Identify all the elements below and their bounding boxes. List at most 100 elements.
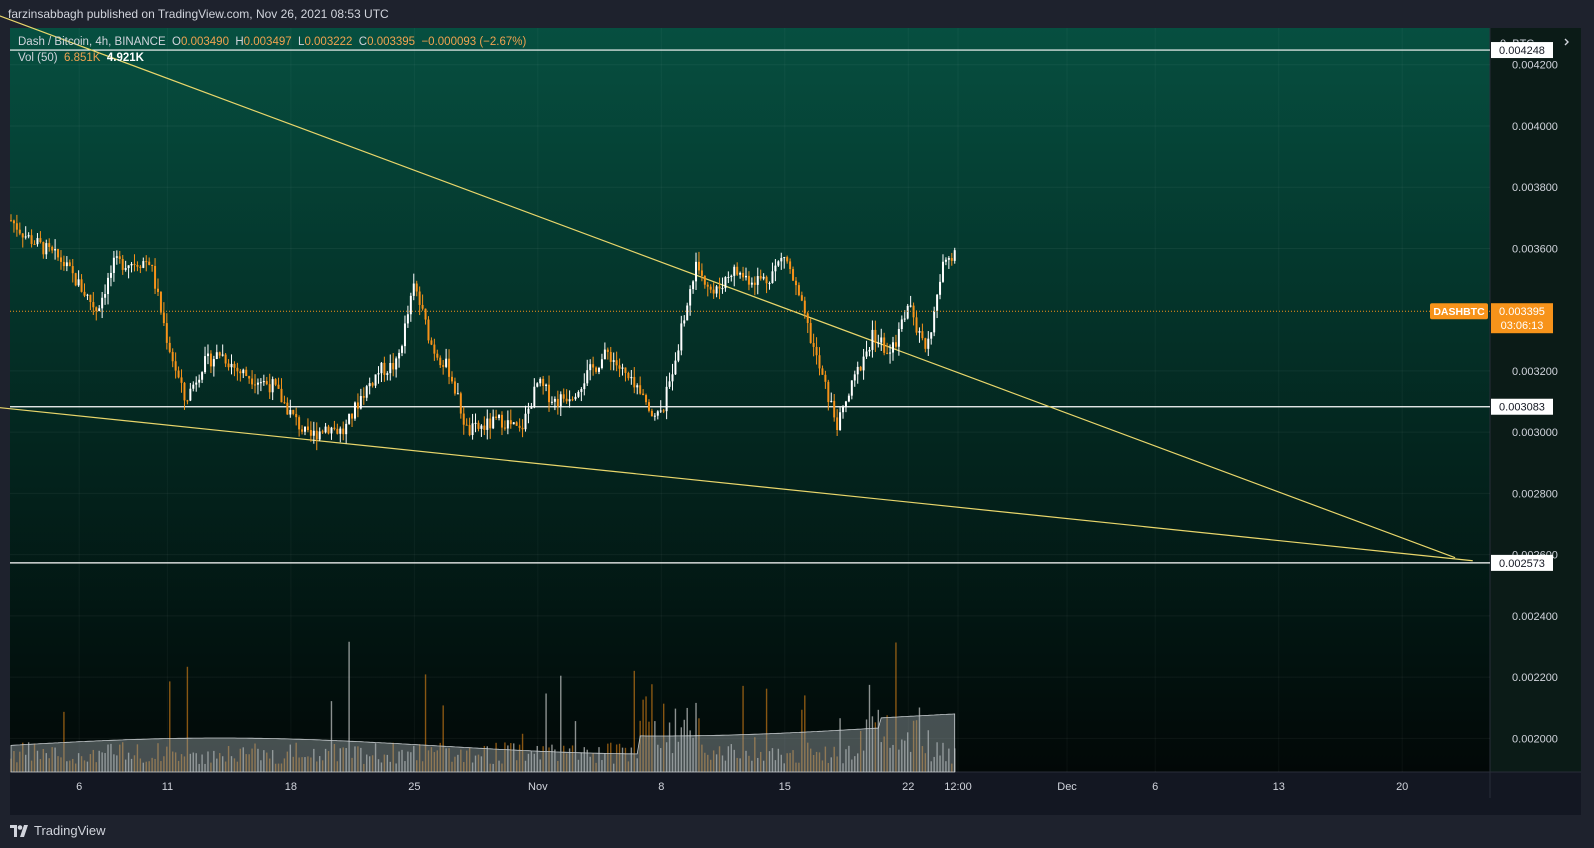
legend-vol-label: Vol (50)	[18, 52, 58, 64]
time-tick-label: 6	[1152, 781, 1158, 793]
candle-body	[212, 359, 215, 367]
candle-body	[74, 273, 77, 286]
candle-body	[489, 418, 492, 429]
candle-body	[536, 383, 539, 387]
chart-legend: Dash / Bitcoin, 4h, BINANCE O0.003490 H0…	[18, 34, 526, 66]
axis-settings-icon[interactable]	[1562, 37, 1572, 50]
candle-body	[365, 386, 368, 398]
symbol-tag: DASHBTC	[1433, 306, 1485, 318]
candle-body	[803, 300, 806, 314]
candle-body	[18, 229, 21, 234]
candle-body	[545, 384, 548, 386]
candle-body	[306, 426, 309, 431]
candle-body	[409, 295, 412, 315]
level-label-box	[1491, 42, 1553, 59]
candle-body	[689, 289, 692, 306]
candle-body	[112, 257, 115, 273]
publisher-bar: farzinsabbagh published on TradingView.c…	[0, 0, 1594, 28]
candle-body	[54, 249, 57, 251]
candle-body	[762, 276, 765, 279]
candle-body	[886, 352, 889, 354]
candle-body	[98, 308, 101, 312]
candle-body	[374, 374, 377, 386]
candle-body	[877, 342, 880, 344]
candle-body	[556, 398, 559, 407]
candle-body	[371, 383, 374, 386]
candle-body	[768, 283, 771, 285]
candle-body	[709, 286, 712, 290]
candle-body	[562, 394, 565, 399]
candle-body	[230, 363, 233, 368]
candle-body	[550, 401, 553, 403]
candle-body	[539, 378, 542, 384]
candle-body	[506, 420, 509, 429]
price-tick-label: 0.003800	[1512, 182, 1558, 194]
candle-body	[412, 283, 415, 296]
legend-change: −0.000093 (−2.67%)	[421, 36, 527, 48]
legend-high: 0.003497	[243, 36, 292, 48]
candle-body	[145, 261, 148, 263]
candle-body	[933, 310, 936, 333]
candle-body	[86, 294, 89, 296]
candle-body	[51, 246, 54, 251]
plot-background	[10, 28, 1490, 772]
candle-body	[621, 367, 624, 369]
candle-body	[559, 394, 562, 407]
candle-body	[889, 352, 892, 354]
candle-body	[183, 382, 186, 401]
price-tick-label: 0.004000	[1512, 121, 1558, 133]
candle-body	[262, 381, 265, 383]
candle-body	[254, 384, 257, 386]
level-label: 0.002573	[1499, 558, 1545, 570]
candle-body	[686, 305, 689, 321]
candle-body	[215, 352, 218, 360]
candle-body	[289, 409, 292, 415]
candle-body	[248, 376, 251, 379]
legend-l-label: L	[298, 36, 305, 48]
time-tick-label: 20	[1396, 781, 1408, 793]
candle-body	[57, 249, 60, 258]
candle-body	[465, 424, 468, 426]
candle-body	[518, 425, 521, 428]
candle-body	[812, 342, 815, 347]
candle-body	[786, 257, 789, 262]
candle-body	[142, 261, 145, 268]
candle-body	[583, 383, 586, 390]
candle-body	[239, 371, 242, 374]
candle-body	[83, 291, 86, 296]
candle-body	[909, 305, 912, 307]
trendline[interactable]	[0, 13, 1456, 559]
candle-body	[636, 385, 639, 388]
candle-body	[339, 428, 342, 434]
tradingview-logo-icon	[10, 824, 28, 837]
candle-body	[256, 382, 259, 385]
candle-body	[245, 369, 248, 377]
candle-body	[403, 323, 406, 347]
candle-body	[880, 337, 883, 343]
candle-body	[65, 262, 68, 267]
candle-body	[165, 323, 168, 343]
candle-body	[847, 395, 850, 402]
candle-body	[515, 422, 518, 426]
time-tick-label: 18	[285, 781, 297, 793]
tradingview-brand: TradingView	[34, 823, 106, 838]
candle-body	[595, 367, 598, 372]
candle-body	[533, 386, 536, 408]
candle-body	[695, 261, 698, 282]
price-chart[interactable]: 0.004200 0.004000 0.003800 0.003600 0.003200…	[0, 0, 1594, 815]
candle-body	[856, 366, 859, 375]
time-tick-label: 8	[658, 781, 664, 793]
tradingview-logo[interactable]: TradingView	[10, 823, 106, 838]
candle-body	[154, 265, 157, 289]
candle-body	[36, 238, 39, 245]
candle-body	[427, 319, 430, 341]
candle-body	[824, 374, 827, 382]
candle-body	[777, 261, 780, 266]
candle-body	[445, 358, 448, 367]
candle-body	[130, 263, 133, 266]
candle-body	[436, 353, 439, 358]
candle-body	[362, 396, 365, 398]
trendline[interactable]	[0, 407, 1473, 562]
candle-body	[368, 383, 371, 387]
candle-body	[894, 342, 897, 347]
